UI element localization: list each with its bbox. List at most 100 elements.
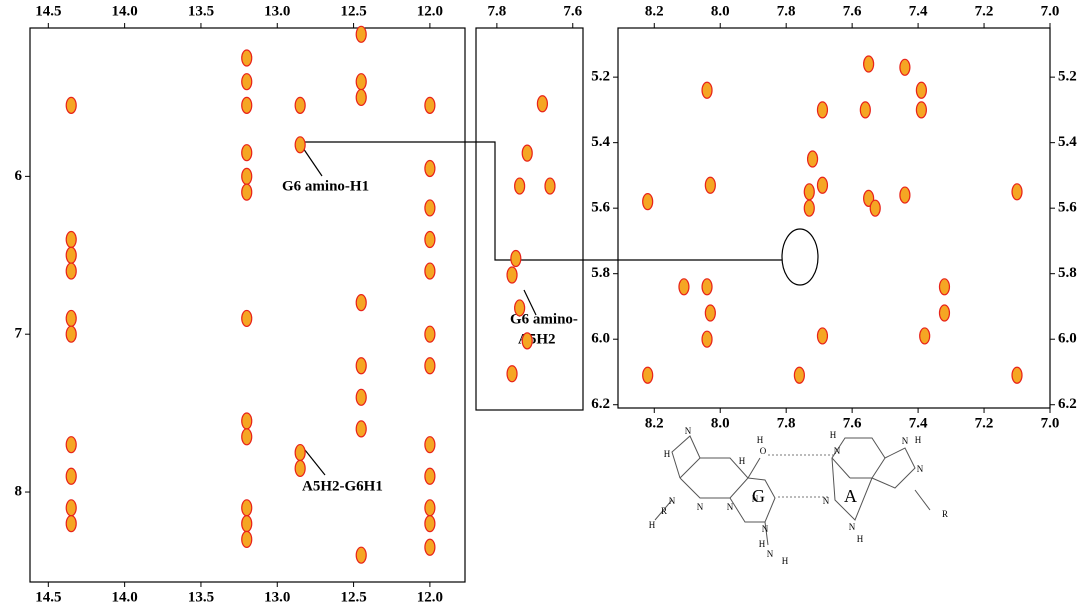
atom-label: H xyxy=(649,520,656,530)
peak xyxy=(424,325,436,343)
peak xyxy=(514,299,526,317)
atom-label: N xyxy=(762,524,769,534)
y-tick-label: 5.6 xyxy=(591,200,610,216)
peak xyxy=(803,199,815,217)
peak xyxy=(65,262,77,280)
peak xyxy=(816,101,829,119)
atom-label: H xyxy=(759,539,766,549)
x-tick-label: 7.8 xyxy=(487,3,506,19)
x-tick-label: 7.8 xyxy=(777,415,796,431)
peak xyxy=(424,262,436,280)
peak xyxy=(241,183,253,201)
peak xyxy=(1011,183,1023,201)
x-tick-label: 13.0 xyxy=(264,3,290,19)
atom-label: N xyxy=(823,496,830,506)
atom-label: N xyxy=(727,502,734,512)
peaks xyxy=(506,95,556,383)
peak xyxy=(424,357,436,375)
peak xyxy=(816,327,829,345)
atom-label: N xyxy=(902,436,909,446)
structure: G A xyxy=(654,435,931,546)
annotation-pointer xyxy=(523,289,537,316)
atom-label: N xyxy=(767,549,774,559)
peak xyxy=(241,96,253,114)
x-tick-label: 7.2 xyxy=(975,3,994,19)
peak xyxy=(294,459,306,477)
peak xyxy=(806,150,819,168)
peak xyxy=(294,96,306,114)
x-tick-label: 12.5 xyxy=(340,589,366,603)
peak xyxy=(241,530,253,548)
peak xyxy=(241,73,253,91)
peak xyxy=(424,230,436,249)
x-tick-label: 8.2 xyxy=(645,415,664,431)
peak xyxy=(424,199,436,217)
y-tick-label: 5.6 xyxy=(1058,200,1077,216)
atom-label: H xyxy=(757,435,764,445)
x-tick-label: 7.4 xyxy=(909,415,928,431)
peak xyxy=(424,436,436,454)
atom-label: H xyxy=(915,435,922,445)
peak xyxy=(294,136,306,154)
peak xyxy=(859,101,871,119)
highlight-oval xyxy=(781,228,819,286)
atom-label: R xyxy=(942,509,948,519)
atom-label: N xyxy=(669,496,676,506)
peak xyxy=(915,101,927,119)
y-tick-label: 6.2 xyxy=(1058,396,1077,412)
atom-label: H xyxy=(739,456,746,466)
peak xyxy=(241,309,253,328)
x-tick-label: 7.2 xyxy=(975,415,994,431)
peak xyxy=(424,96,436,114)
atom-label: H xyxy=(664,449,671,459)
peak xyxy=(919,327,931,345)
peak xyxy=(241,515,253,533)
peak xyxy=(506,365,518,383)
y-tick-label: 5.2 xyxy=(591,69,610,85)
x-tick-label: 14.0 xyxy=(112,3,138,19)
x-tick-label: 7.6 xyxy=(843,415,862,431)
peak xyxy=(355,388,367,406)
x-tick-label: 8.2 xyxy=(645,3,664,19)
x-tick-label: 7.6 xyxy=(563,3,582,19)
y-tick-label: 6.0 xyxy=(1058,331,1077,347)
y-tick-label: 5.4 xyxy=(1058,134,1077,150)
y-tick-label: 7 xyxy=(15,326,23,342)
peak xyxy=(544,177,556,195)
peak xyxy=(938,278,951,296)
y-tick-label: 5.4 xyxy=(591,134,610,150)
peak xyxy=(424,467,436,485)
peak xyxy=(642,366,654,384)
base-label: G xyxy=(752,486,765,506)
peak xyxy=(510,249,522,268)
peak xyxy=(642,193,654,211)
peak xyxy=(816,176,829,194)
peaks xyxy=(642,55,1023,384)
atom-label: N xyxy=(917,464,924,474)
peak xyxy=(355,73,367,91)
x-tick-label: 7.4 xyxy=(909,3,928,19)
y-tick-label: 5.8 xyxy=(591,265,610,281)
peak xyxy=(355,420,367,438)
peak xyxy=(355,546,367,564)
peak xyxy=(65,246,77,264)
x-tick-label: 8.0 xyxy=(711,415,730,431)
peak xyxy=(863,55,875,73)
peak xyxy=(355,294,367,312)
peak xyxy=(536,95,549,113)
x-tick-label: 7.0 xyxy=(1041,3,1060,19)
peak xyxy=(869,199,881,217)
peak xyxy=(65,325,77,343)
peak xyxy=(424,538,436,556)
peak xyxy=(241,499,253,517)
atom-label: O xyxy=(760,446,767,456)
y-tick-label: 5.8 xyxy=(1058,265,1077,281)
y-tick-label: 8 xyxy=(15,483,23,499)
peak xyxy=(704,304,716,322)
peak xyxy=(701,330,713,348)
base-label: A xyxy=(844,486,857,506)
peak xyxy=(241,412,253,430)
peak xyxy=(938,304,951,322)
x-tick-label: 14.5 xyxy=(35,589,61,603)
